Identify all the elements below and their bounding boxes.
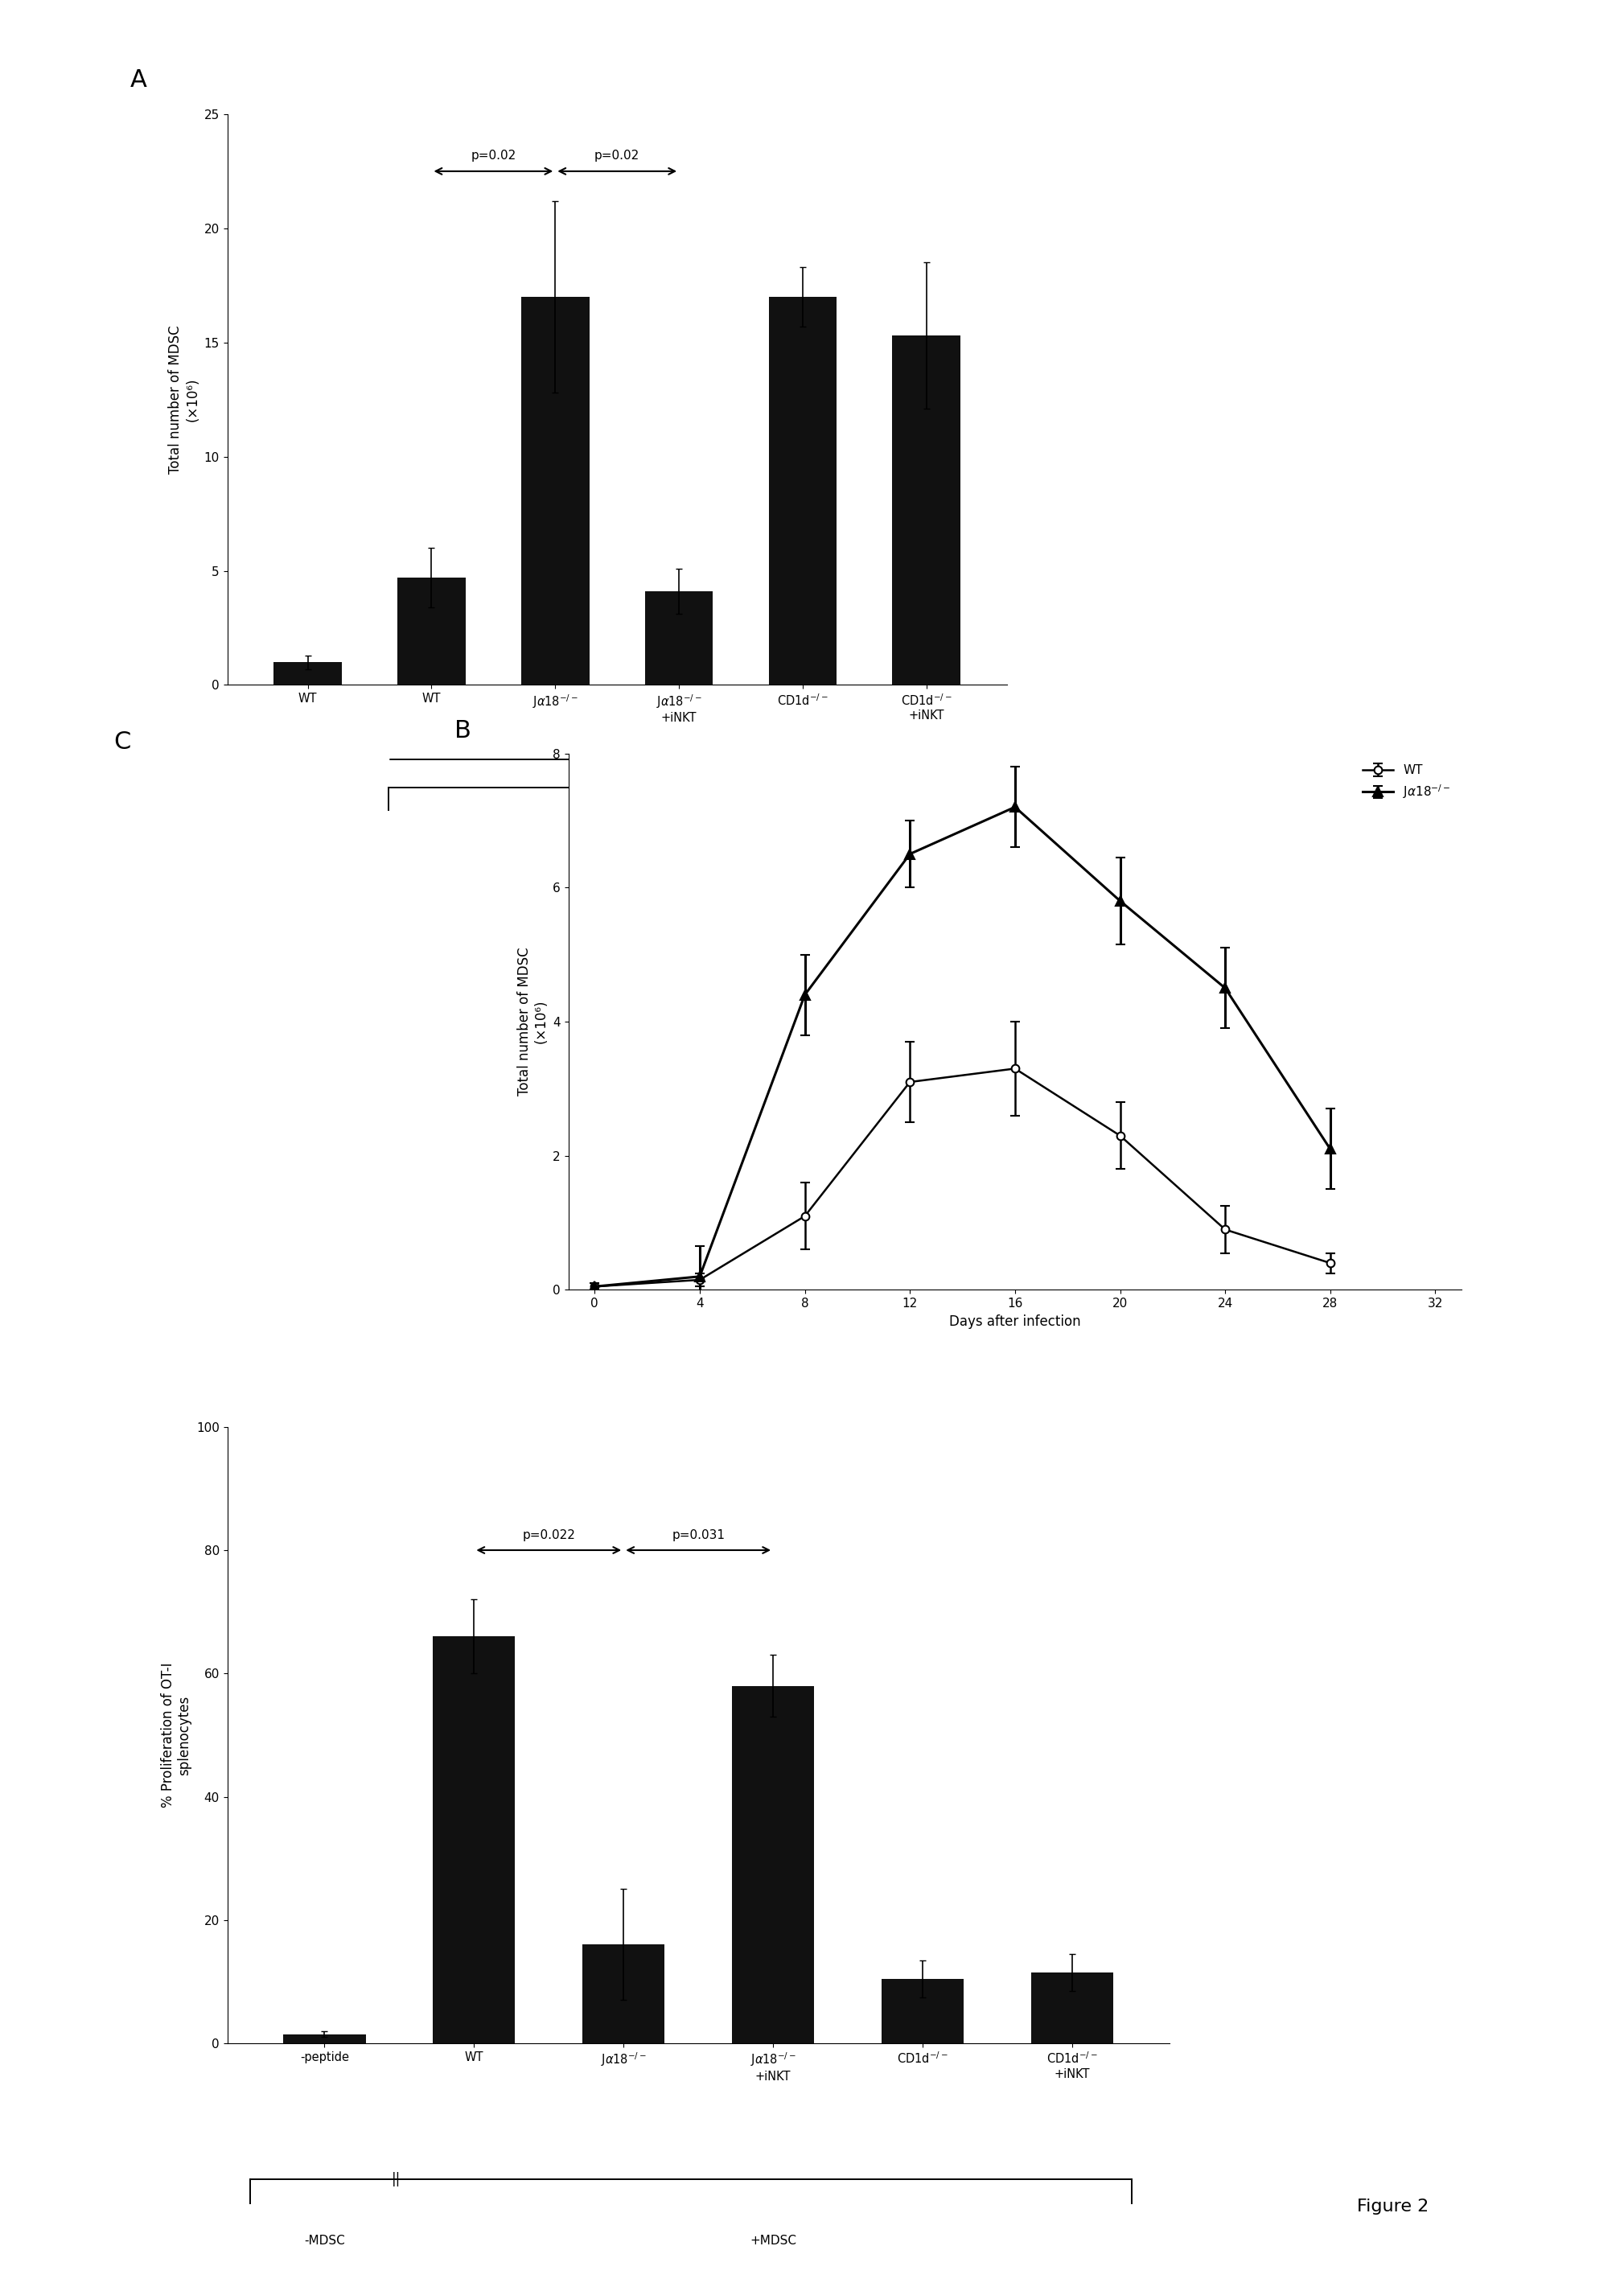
Bar <box>274 662 341 685</box>
Bar <box>398 578 466 685</box>
Bar <box>893 336 960 685</box>
Text: Figure 2: Figure 2 <box>1358 2199 1429 2215</box>
Y-axis label: Total number of MDSC
(×10⁶): Total number of MDSC (×10⁶) <box>516 947 549 1096</box>
Text: +MDSC: +MDSC <box>750 2235 796 2246</box>
Text: -MDSC: -MDSC <box>304 2235 344 2246</box>
Text: p=0.031: p=0.031 <box>672 1530 724 1541</box>
Bar <box>284 2034 365 2043</box>
Text: p=0.022: p=0.022 <box>523 1530 575 1541</box>
Bar <box>882 1979 963 2043</box>
Y-axis label: Total number of MDSC
(×10⁶): Total number of MDSC (×10⁶) <box>169 324 200 475</box>
Text: p=0.02: p=0.02 <box>471 151 516 162</box>
Bar <box>768 297 836 685</box>
Text: A: A <box>130 68 146 91</box>
Bar <box>583 1945 664 2043</box>
Bar <box>732 1685 814 2043</box>
Bar <box>1031 1973 1112 2043</box>
Y-axis label: % Proliferation of OT-I
splenocytes: % Proliferation of OT-I splenocytes <box>161 1662 192 1808</box>
Text: ||: || <box>391 2171 401 2187</box>
Bar <box>521 297 590 685</box>
Text: PR8 infected mice: PR8 infected mice <box>624 822 734 833</box>
X-axis label: Days after infection: Days after infection <box>948 1315 1082 1329</box>
Text: p=0.02: p=0.02 <box>594 151 640 162</box>
Text: C: C <box>114 731 132 753</box>
Legend: WT, J$\alpha$18$^{-/-}$: WT, J$\alpha$18$^{-/-}$ <box>1358 760 1455 806</box>
Bar <box>645 591 713 685</box>
Bar <box>434 1637 515 2043</box>
Text: B: B <box>455 719 471 742</box>
